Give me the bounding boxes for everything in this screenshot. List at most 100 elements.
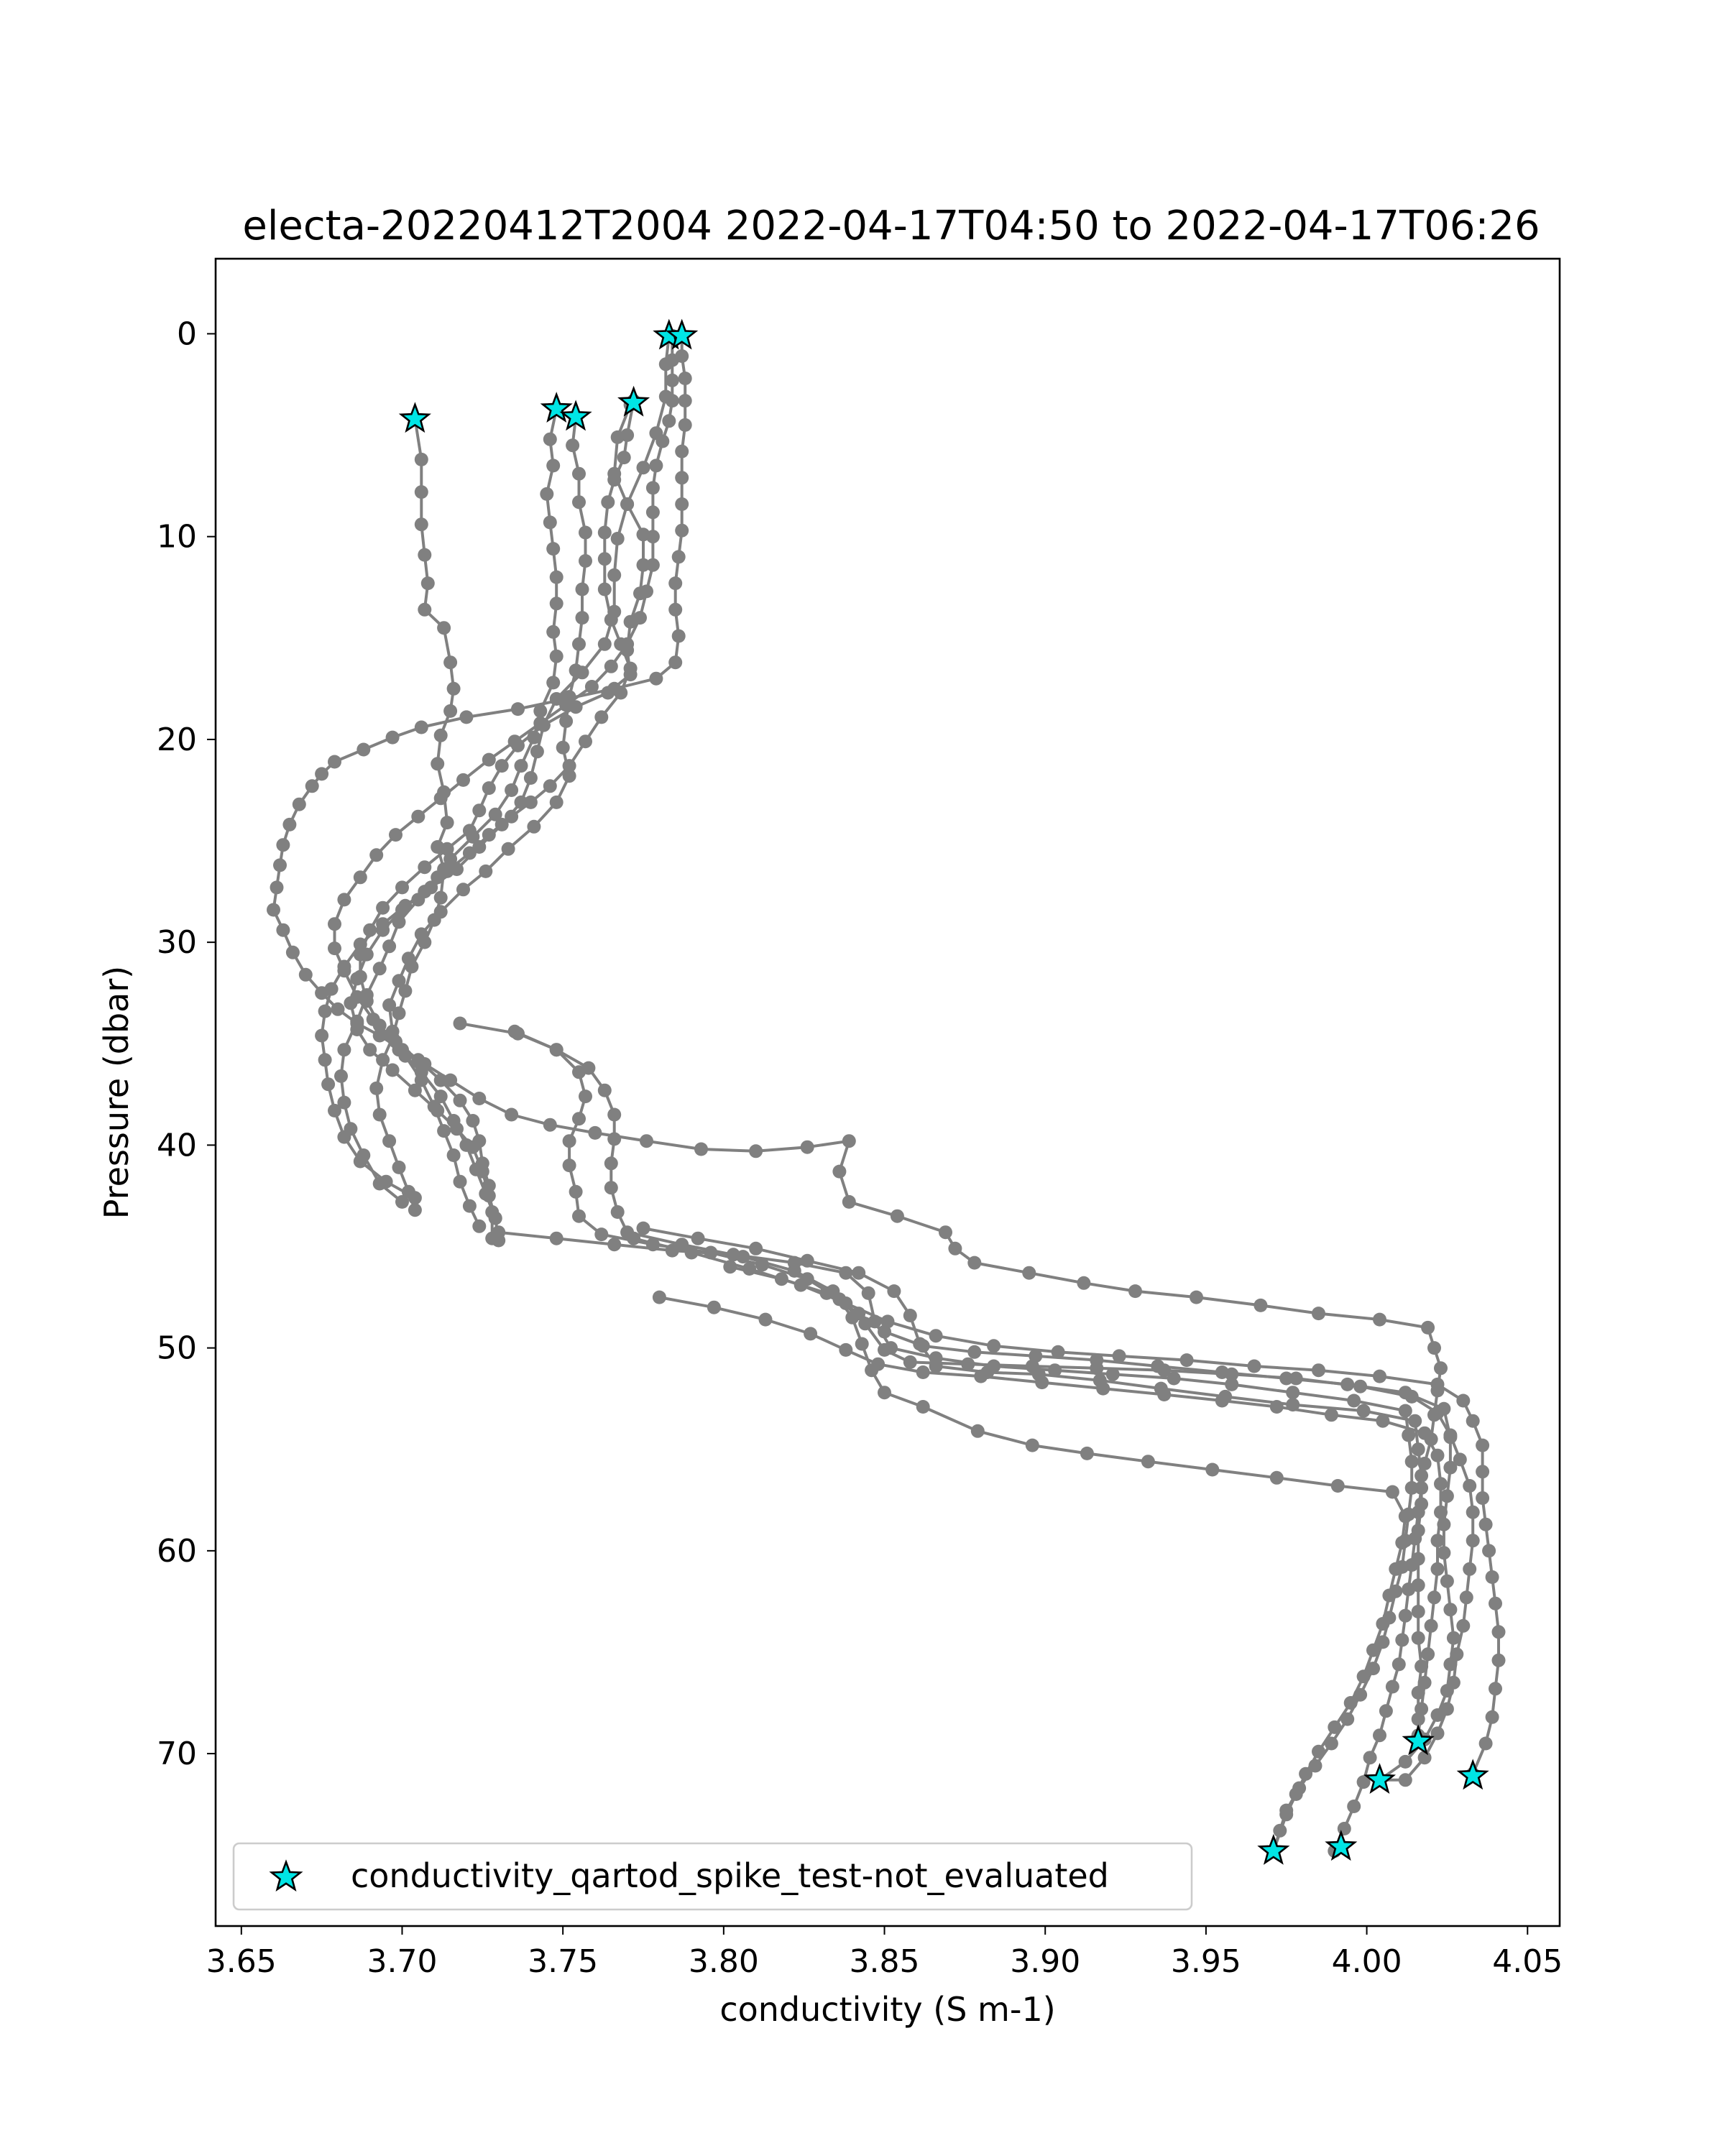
profile-point bbox=[1022, 1266, 1036, 1280]
profile-point bbox=[559, 692, 574, 706]
profile-point bbox=[1411, 1442, 1425, 1457]
profile-point bbox=[382, 998, 397, 1013]
profile-point bbox=[337, 893, 351, 907]
y-tick-label: 40 bbox=[157, 1127, 197, 1164]
profile-point bbox=[929, 1329, 943, 1343]
profile-point bbox=[285, 945, 300, 959]
x-tick-label: 3.85 bbox=[850, 1943, 920, 1980]
profile-point bbox=[1356, 1669, 1371, 1684]
profile-point bbox=[1312, 1744, 1325, 1759]
profile-point bbox=[328, 941, 341, 956]
profile-point bbox=[1446, 1631, 1460, 1645]
profile-point bbox=[668, 602, 683, 617]
profile-point bbox=[424, 880, 438, 895]
profile-point bbox=[392, 1006, 406, 1021]
profile-point bbox=[1376, 1414, 1390, 1428]
profile-point bbox=[353, 969, 367, 984]
x-tick-label: 4.05 bbox=[1492, 1943, 1563, 1980]
profile-point bbox=[392, 1160, 406, 1174]
profile-point bbox=[369, 848, 384, 862]
profile-point bbox=[437, 1124, 451, 1138]
profile-point bbox=[466, 1114, 480, 1128]
profile-point bbox=[408, 1083, 422, 1097]
profile-point bbox=[852, 1266, 866, 1280]
profile-point bbox=[414, 517, 428, 532]
x-tick-label: 3.75 bbox=[528, 1943, 598, 1980]
profile-point bbox=[1430, 1562, 1445, 1576]
x-tick-label: 3.65 bbox=[206, 1943, 277, 1980]
profile-point bbox=[549, 1043, 564, 1057]
profile-point bbox=[562, 1158, 576, 1173]
profile-point bbox=[1167, 1371, 1181, 1386]
profile-point bbox=[1489, 1596, 1502, 1611]
profile-point bbox=[450, 862, 464, 876]
profile-point bbox=[482, 781, 496, 796]
profile-point bbox=[411, 809, 426, 824]
profile-point bbox=[1382, 1588, 1397, 1603]
profile-10 bbox=[627, 1231, 1506, 1781]
profile-point bbox=[623, 614, 638, 629]
flag-star bbox=[1325, 1830, 1358, 1861]
profile-point bbox=[678, 394, 692, 408]
profile-point bbox=[1337, 1822, 1351, 1835]
profile-point bbox=[569, 1184, 583, 1199]
profile-point bbox=[607, 568, 622, 582]
profile-line bbox=[320, 336, 671, 1199]
profile-point bbox=[1269, 1470, 1284, 1485]
profile-point bbox=[543, 779, 557, 793]
profile-point bbox=[987, 1339, 1001, 1353]
profile-point bbox=[398, 898, 413, 913]
profile-point bbox=[645, 505, 660, 520]
profile-point bbox=[401, 952, 415, 966]
profile-point bbox=[607, 466, 622, 481]
profile-point bbox=[292, 797, 306, 811]
profile-point bbox=[903, 1309, 917, 1322]
profile-point bbox=[610, 430, 625, 444]
profile-point bbox=[1398, 1509, 1412, 1524]
profile-point bbox=[350, 1016, 364, 1031]
profile-point bbox=[1482, 1544, 1496, 1558]
profile-point bbox=[337, 1043, 351, 1057]
profile-point bbox=[456, 883, 470, 897]
profile-point bbox=[668, 576, 683, 591]
profile-point bbox=[372, 1028, 387, 1043]
profile-point bbox=[575, 611, 589, 625]
profile-point bbox=[675, 523, 689, 538]
profile-point bbox=[1440, 1574, 1454, 1588]
profile-point bbox=[462, 824, 477, 838]
profile-point bbox=[1395, 1536, 1409, 1550]
profile-point bbox=[678, 372, 692, 385]
profile-point bbox=[398, 984, 413, 998]
profile-point bbox=[1424, 1618, 1438, 1633]
profile-point bbox=[916, 1400, 930, 1414]
profile-point bbox=[597, 1083, 612, 1097]
profile-point bbox=[1398, 1404, 1412, 1418]
profile-point bbox=[939, 1225, 952, 1240]
profile-point bbox=[826, 1284, 840, 1299]
profile-point bbox=[1411, 1552, 1425, 1566]
profile-point bbox=[1392, 1657, 1406, 1672]
profile-point bbox=[533, 704, 548, 718]
profile-point bbox=[1434, 1361, 1448, 1376]
profile-point bbox=[546, 542, 561, 556]
profile-point bbox=[372, 962, 387, 976]
profile-point bbox=[1269, 1400, 1284, 1414]
profile-point bbox=[408, 1203, 422, 1217]
profile-point bbox=[865, 1363, 879, 1378]
profile-point bbox=[337, 1095, 351, 1110]
profile-point bbox=[1443, 1603, 1458, 1617]
profile-point bbox=[800, 1140, 814, 1154]
profile-point bbox=[623, 668, 638, 682]
x-tick-label: 3.70 bbox=[367, 1943, 437, 1980]
profile-point bbox=[1430, 1448, 1445, 1462]
profile-point bbox=[1398, 1773, 1412, 1787]
profile-point bbox=[536, 718, 551, 732]
legend: conductivity_qartod_spike_test-not_evalu… bbox=[232, 1842, 1193, 1911]
profile-point bbox=[594, 1227, 609, 1242]
profile-point bbox=[649, 671, 663, 686]
profile-point bbox=[1366, 1662, 1380, 1676]
profile-point bbox=[633, 586, 647, 601]
profile-point bbox=[472, 1134, 487, 1148]
profile-point bbox=[1421, 1320, 1435, 1335]
profile-point bbox=[1340, 1712, 1355, 1726]
